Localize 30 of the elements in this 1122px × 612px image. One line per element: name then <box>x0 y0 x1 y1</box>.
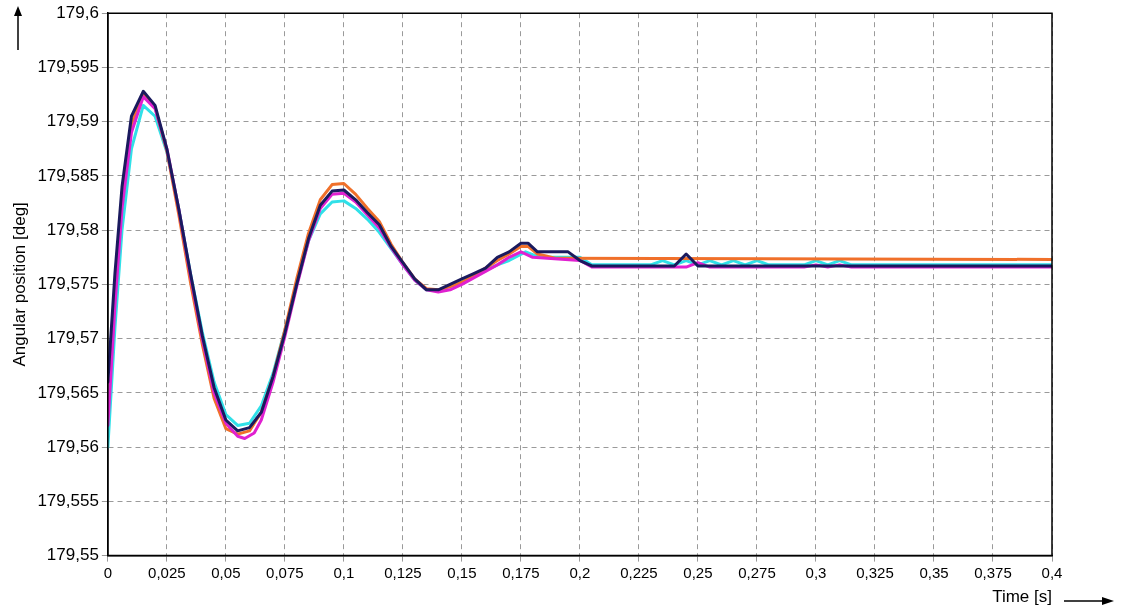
x-axis-title: Time [s] <box>992 587 1052 607</box>
y-axis-title: Angular position [deg] <box>9 202 29 367</box>
x-tick-label: 0,075 <box>266 563 304 581</box>
y-tick-label: 179,565 <box>37 382 99 402</box>
y-tick-label: 179,57 <box>46 328 99 348</box>
x-tick-label: 0,15 <box>447 563 477 581</box>
x-tick-label: 0,3 <box>805 563 827 581</box>
x-tick-label: 0,375 <box>974 563 1012 581</box>
x-tick-label: 0,05 <box>211 563 241 581</box>
x-tick-label: 0,35 <box>919 563 949 581</box>
x-tick-label: 0,4 <box>1041 563 1063 581</box>
x-tick-label: 0,325 <box>856 563 894 581</box>
y-tick-label: 179,56 <box>46 436 99 456</box>
x-tick-label: 0,025 <box>148 563 186 581</box>
x-tick-label: 0,275 <box>738 563 776 581</box>
y-tick-label: 179,55 <box>46 545 99 565</box>
x-tick-label: 0,125 <box>384 563 422 581</box>
x-tick-label: 0,225 <box>620 563 658 581</box>
y-tick-label: 179,6 <box>56 2 99 22</box>
x-tick-label: 0,175 <box>502 563 540 581</box>
y-tick-label: 179,59 <box>46 111 99 131</box>
y-tick-label: 179,555 <box>37 491 99 511</box>
x-tick-label: 0 <box>103 563 113 581</box>
x-tick-label: 0,25 <box>683 563 713 581</box>
x-tick-label: 0,2 <box>569 563 591 581</box>
y-tick-label: 179,575 <box>37 274 99 294</box>
x-tick-label: 0,1 <box>333 563 355 581</box>
y-tick-label: 179,58 <box>46 219 99 239</box>
y-tick-label: 179,585 <box>37 165 99 185</box>
y-tick-label: 179,595 <box>37 57 99 77</box>
